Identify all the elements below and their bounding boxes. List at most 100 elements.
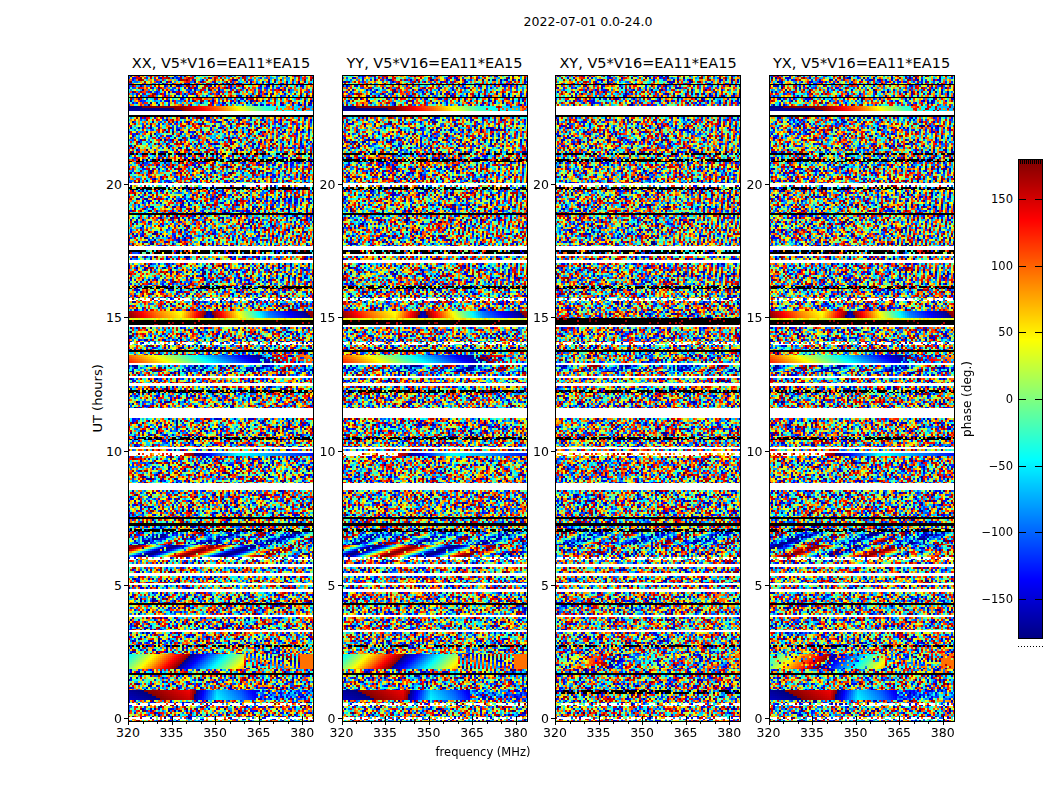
y-tick-label: 20 [82,177,122,192]
x-tick-mark [555,716,556,721]
y-tick-label: 15 [509,310,549,325]
x-tick-mark-outer [342,722,343,725]
x-minor-tick-mark [841,722,842,724]
y-tick-mark [765,184,769,185]
y-axis-label: UT (hours) [90,367,105,433]
colorbar-tick-label: −150 [956,592,1013,606]
x-tick-label: 320 [116,725,140,740]
x-tick-mark-outer [899,722,900,725]
colorbar-tick-mark [1035,599,1042,600]
panel-title-yx: YX, V5*V16=EA11*EA15 [773,55,950,71]
y-tick-label: 0 [509,711,549,726]
x-tick-label: 350 [844,725,868,740]
x-tick-label: 350 [630,725,654,740]
y-tick-mark [765,451,769,452]
x-tick-mark-outer [555,722,556,725]
y-tick-label: 5 [296,578,336,593]
colorbar-tick-mark [1035,532,1042,533]
x-tick-mark [769,716,770,721]
x-tick-mark [943,716,944,721]
colorbar-tick-mark [1019,599,1026,600]
x-minor-tick-mark [501,722,502,724]
x-tick-mark-outer [172,722,173,725]
x-tick-label: 380 [717,725,741,740]
x-tick-mark-outer [128,722,129,725]
x-tick-mark [172,716,173,721]
colorbar-tick-mark [1035,466,1042,467]
x-tick-mark-outer [769,722,770,725]
x-tick-mark [472,716,473,721]
x-tick-mark-outer [856,722,857,725]
x-minor-tick-mark [157,722,158,724]
x-tick-mark-outer [259,722,260,725]
colorbar-tick-mark [1035,332,1042,333]
x-tick-label: 350 [417,725,441,740]
x-axis-label: frequency (MHz) [436,745,531,759]
x-minor-tick-mark [443,722,444,724]
y-tick-mark [338,184,342,185]
colorbar-tick-mark [1019,466,1026,467]
panel-title-xx: XX, V5*V16=EA11*EA15 [132,55,310,71]
x-tick-mark-outer [943,722,944,725]
colorbar-tick-mark [1035,266,1042,267]
colorbar-tick-mark [1019,532,1026,533]
y-tick-mark [124,585,128,586]
y-tick-mark [124,718,128,719]
x-minor-tick-mark [186,722,187,724]
x-tick-mark [899,716,900,721]
colorbar-tick-mark [1019,399,1026,400]
y-tick-label: 0 [296,711,336,726]
x-tick-mark-outer [686,722,687,725]
colorbar-bottom-dots [1030,646,1031,647]
x-minor-tick-mark [798,722,799,724]
x-minor-tick-mark [584,722,585,724]
y-tick-label: 10 [723,444,763,459]
y-tick-label: 15 [296,310,336,325]
colorbar-bottom-dots [1042,646,1043,647]
y-tick-mark [338,585,342,586]
colorbar-tick-label: 100 [956,259,1013,273]
figure-title: 2022-07-01 0.0-24.0 [524,14,653,29]
x-tick-label: 320 [757,725,781,740]
y-tick-label: 0 [723,711,763,726]
y-tick-mark [551,585,555,586]
panel-frame-yy [342,75,528,722]
x-tick-label: 365 [674,725,698,740]
x-tick-label: 380 [504,725,528,740]
y-tick-mark [124,451,128,452]
x-tick-mark-outer [599,722,600,725]
panel-frame-xy [555,75,741,722]
colorbar-tick-mark [1019,332,1026,333]
x-tick-label: 365 [887,725,911,740]
x-minor-tick-mark [273,722,274,724]
x-minor-tick-mark [400,722,401,724]
colorbar-bottom-dots [1024,646,1025,647]
x-minor-tick-mark [244,722,245,724]
x-tick-mark [686,716,687,721]
x-minor-tick-mark [288,722,289,724]
x-minor-tick-mark [885,722,886,724]
colorbar-tick-label: 50 [956,325,1013,339]
y-tick-mark [338,451,342,452]
y-tick-mark [551,718,555,719]
y-tick-mark [765,718,769,719]
x-minor-tick-mark [783,722,784,724]
y-tick-mark [338,718,342,719]
x-minor-tick-mark [613,722,614,724]
x-tick-mark-outer [472,722,473,725]
y-tick-mark [551,317,555,318]
y-tick-label: 10 [296,444,336,459]
colorbar-tick-mark [1019,199,1026,200]
x-minor-tick-mark [928,722,929,724]
y-tick-mark [765,317,769,318]
y-tick-mark [551,184,555,185]
y-tick-label: 0 [82,711,122,726]
x-tick-mark [385,716,386,721]
x-minor-tick-mark [414,722,415,724]
x-tick-label: 365 [460,725,484,740]
x-tick-mark [259,716,260,721]
x-minor-tick-mark [914,722,915,724]
panel-title-yy: YY, V5*V16=EA11*EA15 [346,55,522,71]
x-tick-mark [599,716,600,721]
x-tick-label: 365 [247,725,271,740]
